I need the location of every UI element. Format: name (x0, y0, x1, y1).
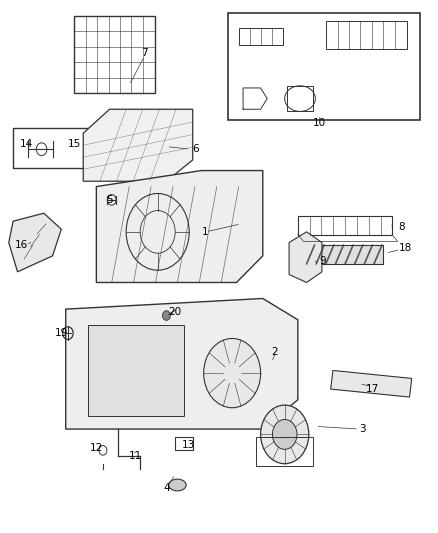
Bar (256, 437, 313, 466)
Text: 4: 4 (163, 483, 170, 492)
Bar (88, 325, 184, 416)
Text: 18: 18 (399, 243, 412, 253)
Text: 15: 15 (68, 139, 81, 149)
Text: 5: 5 (106, 195, 113, 205)
Text: 16: 16 (15, 240, 28, 250)
Text: 14: 14 (20, 139, 33, 149)
Bar (298, 216, 392, 235)
Bar (228, 13, 420, 120)
Bar (326, 21, 407, 49)
Polygon shape (96, 171, 263, 282)
Text: 19: 19 (55, 328, 68, 338)
Text: 17: 17 (366, 384, 379, 394)
Polygon shape (289, 232, 322, 282)
Circle shape (204, 338, 261, 408)
Text: 13: 13 (182, 440, 195, 450)
Circle shape (272, 419, 297, 449)
Text: 20: 20 (169, 307, 182, 317)
Bar (287, 86, 313, 111)
Text: 6: 6 (193, 144, 199, 154)
Polygon shape (331, 370, 412, 397)
Polygon shape (83, 109, 193, 181)
Polygon shape (9, 213, 61, 272)
Circle shape (162, 311, 170, 320)
Text: 1: 1 (201, 227, 208, 237)
Text: 7: 7 (141, 49, 148, 58)
Text: 8: 8 (399, 222, 405, 231)
Bar (74, 16, 155, 93)
Polygon shape (66, 298, 298, 429)
Bar (13, 128, 88, 168)
Text: 2: 2 (272, 347, 278, 357)
Text: 3: 3 (359, 424, 366, 434)
Bar (239, 28, 283, 45)
Circle shape (261, 405, 309, 464)
Text: 10: 10 (313, 118, 326, 127)
Bar (175, 437, 193, 450)
Text: 11: 11 (129, 451, 142, 461)
Text: 12: 12 (90, 443, 103, 453)
Text: 9: 9 (320, 256, 326, 266)
Ellipse shape (169, 479, 186, 491)
Polygon shape (304, 245, 383, 264)
